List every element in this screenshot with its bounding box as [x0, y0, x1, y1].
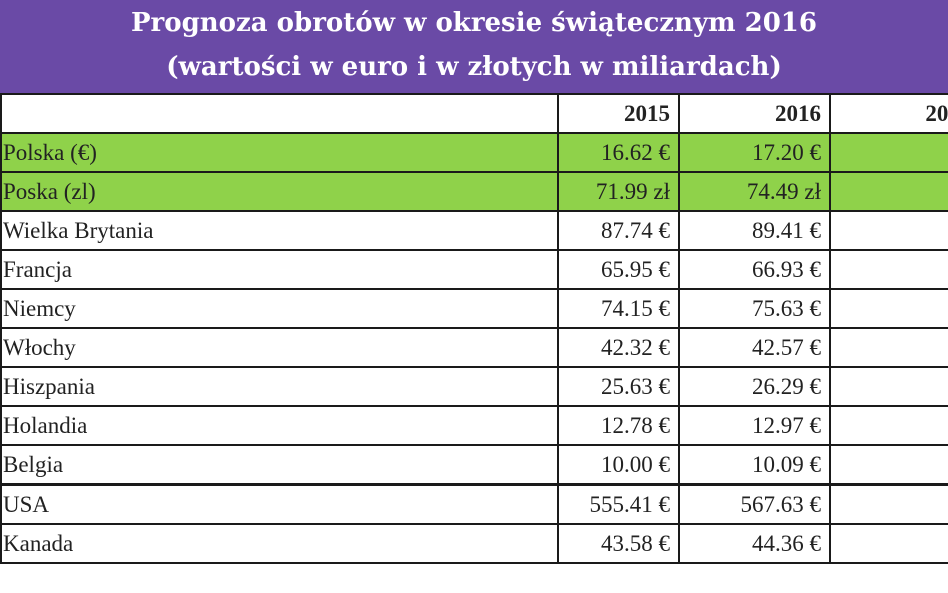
forecast-table: 2015 2016 2015-16 Polska (€)16.62 €17.20…	[0, 93, 948, 564]
row-value-2015: 555.41 €	[557, 483, 680, 525]
row-value-2016: 26.29 €	[678, 366, 831, 407]
row-country-name: Włochy	[0, 327, 559, 368]
row-country-name: Poska (zl)	[0, 171, 559, 212]
row-country-name: Polska (€)	[0, 132, 559, 173]
row-value-2016: 42.57 €	[678, 327, 831, 368]
row-value-2016: 44.36 €	[678, 523, 831, 564]
row-value-2016: 66.93 €	[678, 249, 831, 290]
row-change-percent: 1.5%	[829, 249, 948, 290]
row-change-percent: 3.5%	[829, 171, 948, 212]
table-row: Polska (€)16.62 €17.20 €3.5%	[0, 132, 948, 173]
row-country-name: Kanada	[0, 523, 559, 564]
row-value-2015: 16.62 €	[557, 132, 680, 173]
column-header-2016: 2016	[678, 93, 831, 134]
row-country-name: Wielka Brytania	[0, 210, 559, 251]
row-value-2016: 89.41 €	[678, 210, 831, 251]
row-change-percent: 0.6%	[829, 327, 948, 368]
row-value-2015: 42.32 €	[557, 327, 680, 368]
row-country-name: Holandia	[0, 405, 559, 446]
row-value-2015: 71.99 zł	[557, 171, 680, 212]
row-value-2016: 567.63 €	[678, 483, 831, 525]
row-value-2016: 74.49 zł	[678, 171, 831, 212]
column-header-change: 2015-16	[829, 93, 948, 134]
row-value-2015: 25.63 €	[557, 366, 680, 407]
row-value-2016: 10.09 €	[678, 444, 831, 486]
row-change-percent: 1.8%	[829, 523, 948, 564]
chart-title: Prognoza obrotów w okresie świątecznym 2…	[131, 8, 817, 38]
row-value-2016: 12.97 €	[678, 405, 831, 446]
column-header-name	[0, 93, 559, 134]
row-change-percent: 2.6%	[829, 366, 948, 407]
row-value-2015: 12.78 €	[557, 405, 680, 446]
row-change-percent: 2.0%	[829, 288, 948, 329]
table-body: Polska (€)16.62 €17.20 €3.5%Poska (zl)71…	[0, 132, 948, 564]
row-country-name: USA	[0, 483, 559, 525]
row-value-2016: 17.20 €	[678, 132, 831, 173]
row-change-percent: 0.9%	[829, 444, 948, 486]
row-value-2016: 75.63 €	[678, 288, 831, 329]
table-container: 2015 2016 2015-16 Polska (€)16.62 €17.20…	[0, 93, 948, 593]
row-change-percent: 2.2%	[829, 483, 948, 525]
row-country-name: Hiszpania	[0, 366, 559, 407]
row-value-2015: 74.15 €	[557, 288, 680, 329]
row-change-percent: 1.9%	[829, 210, 948, 251]
row-country-name: Francja	[0, 249, 559, 290]
chart-subtitle: (wartości w euro i w złotych w miliardac…	[166, 52, 782, 82]
table-header-banner: Prognoza obrotów w okresie świątecznym 2…	[0, 0, 948, 93]
row-value-2015: 10.00 €	[557, 444, 680, 486]
column-header-row: 2015 2016 2015-16	[0, 93, 948, 134]
row-country-name: Belgia	[0, 444, 559, 486]
row-value-2015: 43.58 €	[557, 523, 680, 564]
row-change-percent: 3.5%	[829, 132, 948, 173]
row-value-2015: 65.95 €	[557, 249, 680, 290]
row-value-2015: 87.74 €	[557, 210, 680, 251]
column-header-2015: 2015	[557, 93, 680, 134]
row-country-name: Niemcy	[0, 288, 559, 329]
row-change-percent: 1.5%	[829, 405, 948, 446]
